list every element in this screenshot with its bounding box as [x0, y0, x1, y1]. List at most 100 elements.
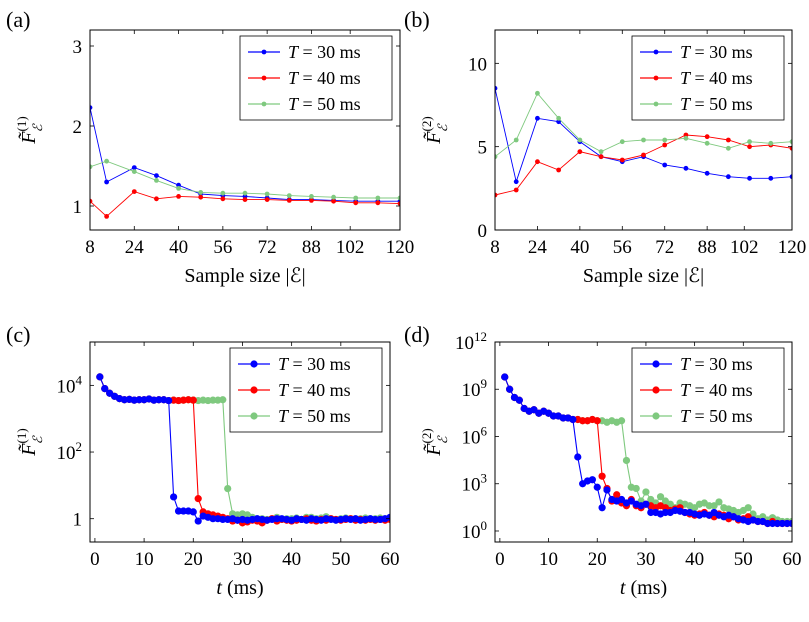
- legend-marker: [250, 386, 258, 394]
- legend: T = 30 ms T = 40 ms T = 50 ms: [631, 347, 785, 433]
- x-tick-label: 0: [90, 549, 100, 570]
- data-point: [286, 193, 292, 199]
- data-point: [176, 194, 181, 199]
- data-point: [501, 373, 509, 381]
- y-axis-label: F̃(2)ℰ: [419, 116, 450, 144]
- y-tick-label: 3: [73, 37, 83, 58]
- data-point: [662, 137, 668, 143]
- data-point: [574, 453, 582, 461]
- data-point: [642, 488, 650, 496]
- data-point: [104, 158, 110, 164]
- y-tick-label: 104: [57, 372, 83, 397]
- data-point: [131, 169, 137, 175]
- data-point: [556, 119, 562, 125]
- y-axis-label-text: F̃(2)ℰ: [419, 116, 450, 144]
- x-axis-label: t (ms): [620, 577, 667, 599]
- data-point: [131, 165, 137, 171]
- data-point: [683, 135, 689, 141]
- data-point: [331, 198, 336, 204]
- data-point: [662, 142, 668, 148]
- legend-label: T = 50 ms: [680, 94, 753, 114]
- y-axis-label-text: F̃(1)ℰ: [14, 116, 45, 144]
- legend-label: T = 40 ms: [278, 380, 351, 400]
- x-tick-label: 20: [588, 549, 607, 570]
- x-tick-label: 60: [783, 549, 802, 570]
- data-point: [641, 137, 646, 143]
- data-point: [224, 485, 232, 493]
- data-point: [353, 200, 359, 206]
- data-point: [179, 507, 188, 515]
- legend-label: T = 30 ms: [680, 354, 753, 374]
- y-tick-label: 1: [73, 197, 83, 218]
- x-tick-label: 72: [655, 237, 674, 258]
- series-layer: [96, 373, 390, 527]
- data-point: [309, 198, 314, 203]
- data-point: [789, 174, 792, 180]
- series-layer: [495, 85, 792, 198]
- data-point: [577, 149, 583, 155]
- data-point: [603, 486, 611, 494]
- data-point: [569, 415, 577, 424]
- data-point: [154, 178, 159, 183]
- y-axis-label-text: F̃(1)ℰ: [14, 428, 45, 456]
- x-tick-label: 88: [698, 237, 717, 258]
- data-point: [331, 194, 336, 200]
- data-point: [683, 132, 689, 138]
- axes-frame: [494, 29, 793, 231]
- data-point: [788, 519, 792, 528]
- legend-marker: [653, 101, 659, 107]
- data-point: [264, 191, 270, 197]
- data-point: [704, 140, 710, 146]
- y-axis-label: F̃(2)ℰ: [419, 428, 450, 456]
- y-tick-label: 109: [462, 376, 488, 401]
- data-point: [286, 198, 292, 203]
- data-point: [768, 140, 774, 146]
- data-point: [242, 197, 248, 203]
- y-tick-label: 100: [462, 518, 488, 543]
- legend-marker: [250, 360, 258, 368]
- data-point: [619, 157, 625, 163]
- data-point: [506, 385, 514, 393]
- data-point: [725, 145, 731, 151]
- legend-marker: [261, 101, 267, 107]
- legend: T = 30 ms T = 40 ms T = 50 ms: [229, 347, 383, 433]
- x-tick-label: 8: [85, 237, 95, 258]
- x-axis-label: Sample size |ℰ|: [184, 265, 305, 287]
- data-point: [198, 190, 204, 195]
- data-point: [96, 373, 104, 381]
- legend-box: [631, 35, 785, 121]
- y-tick-label: 1: [73, 510, 83, 531]
- data-point: [662, 162, 668, 168]
- legend-label: T = 40 ms: [680, 68, 753, 88]
- series-layer: [90, 105, 400, 219]
- data-point: [704, 170, 710, 176]
- x-tick-label: 24: [125, 237, 145, 258]
- data-point: [725, 174, 731, 180]
- legend: T = 30 ms T = 40 ms T = 50 ms: [239, 35, 393, 121]
- x-tick-label: 8: [490, 237, 500, 258]
- data-point: [209, 515, 217, 523]
- y-tick-label: 106: [462, 423, 488, 448]
- data-point: [598, 504, 606, 512]
- x-tick-label: 120: [778, 237, 807, 258]
- x-tick-label: 40: [685, 549, 704, 570]
- data-point: [189, 396, 197, 404]
- data-point: [513, 137, 519, 143]
- data-point: [198, 194, 204, 200]
- data-point: [513, 187, 519, 193]
- x-tick-label: 10: [539, 549, 558, 570]
- legend-marker: [261, 75, 267, 81]
- data-point: [309, 194, 314, 199]
- y-tick-label: 2: [73, 117, 83, 138]
- x-tick-label: 60: [381, 549, 400, 570]
- legend-label: T = 50 ms: [288, 94, 361, 114]
- legend-marker: [250, 412, 258, 420]
- data-point: [725, 137, 731, 143]
- panel-0: (a) 8 24 40 56 72 88 102 120 1 2 3 Sample size |ℰ| F̃…: [6, 7, 414, 287]
- panel-3: (d) 0 10 20 30 40 50 60 100 103 106 109 1012 t (ms) F̃…: [404, 322, 802, 599]
- x-tick-label: 102: [730, 237, 759, 258]
- data-point: [189, 508, 197, 516]
- legend-marker: [261, 49, 267, 55]
- legend-label: T = 30 ms: [680, 42, 753, 62]
